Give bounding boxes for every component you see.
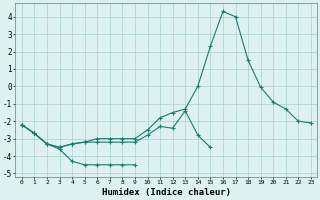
X-axis label: Humidex (Indice chaleur): Humidex (Indice chaleur) xyxy=(102,188,231,197)
